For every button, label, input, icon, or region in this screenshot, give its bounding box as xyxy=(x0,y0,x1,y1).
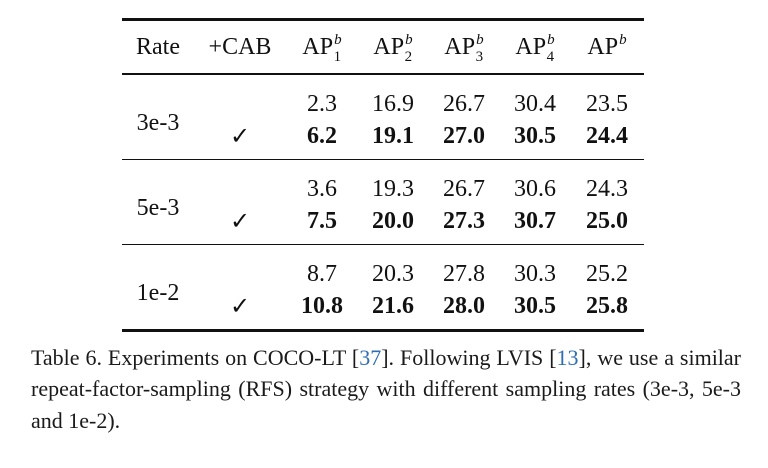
header-row: Rate +CAB APb 1 APb 2 APb 3 APb 4 APb xyxy=(122,19,644,75)
ap2-value: 16.9 xyxy=(372,91,414,117)
table-row: 1e-2 8.7 20.3 27.8 30.3 25.2 xyxy=(122,245,644,305)
table-row: ✓ 10.8 21.6 28.0 30.5 25.8 xyxy=(122,291,644,331)
ap2-value: 21.6 xyxy=(372,293,414,319)
ap4-base: AP xyxy=(515,34,547,60)
results-table-container: Rate +CAB APb 1 APb 2 APb 3 APb 4 APb xyxy=(122,18,644,332)
ap3-label: APb 3 xyxy=(444,32,484,65)
ap-value: 24.3 xyxy=(586,176,628,202)
cab-empty-cell xyxy=(194,74,286,121)
table-header: Rate +CAB APb 1 APb 2 APb 3 APb 4 APb xyxy=(122,19,644,75)
ap1-value: 2.3 xyxy=(307,91,337,117)
ap-value: 25.8 xyxy=(586,293,628,319)
header-ap3: APb 3 xyxy=(428,20,500,75)
ap1-value: 6.2 xyxy=(307,123,337,149)
ap3-sub: 3 xyxy=(475,49,484,65)
ap2-label: APb 2 xyxy=(373,32,413,65)
ap2-value: 19.3 xyxy=(372,176,414,202)
ap4-sup: b xyxy=(547,32,555,48)
ap-value: 25.0 xyxy=(586,208,628,234)
header-ap1: APb 1 xyxy=(286,20,358,75)
ap4-value: 30.5 xyxy=(514,293,556,319)
ap-value: 24.4 xyxy=(586,123,628,149)
ap1-sub: 1 xyxy=(333,49,342,65)
ap4-value: 30.4 xyxy=(514,91,556,117)
ap-value: 25.2 xyxy=(586,261,628,287)
ap3-value: 27.8 xyxy=(443,261,485,287)
ap4-value: 30.5 xyxy=(514,123,556,149)
ap-base: AP xyxy=(587,34,619,60)
ap4-value: 30.3 xyxy=(514,261,556,287)
ap-value: 23.5 xyxy=(586,91,628,117)
citation-link[interactable]: 37 xyxy=(359,345,382,370)
ap4-value: 30.6 xyxy=(514,176,556,202)
group-rate-3e-3: 3e-3 2.3 16.9 26.7 30.4 23.5 ✓ 6.2 19.1 … xyxy=(122,74,644,160)
citation-link[interactable]: 13 xyxy=(556,345,579,370)
ap3-value: 26.7 xyxy=(443,176,485,202)
rate-value: 5e-3 xyxy=(136,195,180,221)
caption-text: ]. Following LVIS [ xyxy=(381,345,557,370)
ap2-sup: b xyxy=(405,32,413,48)
caption-text: Table 6. Experiments on COCO-LT [ xyxy=(31,345,360,370)
rate-value: 3e-3 xyxy=(136,110,180,136)
ap2-value: 20.0 xyxy=(372,208,414,234)
ap1-value: 3.6 xyxy=(307,176,337,202)
caption-text: ], we use a similar repeat-factor-sampli… xyxy=(31,345,742,433)
ap1-value: 10.8 xyxy=(301,293,343,319)
cab-empty-cell xyxy=(194,160,286,207)
header-ap2: APb 2 xyxy=(358,20,428,75)
ap2-sub: 2 xyxy=(404,49,413,65)
group-rate-5e-3: 5e-3 3.6 19.3 26.7 30.6 24.3 ✓ 7.5 20.0 … xyxy=(122,160,644,245)
ap-sup: b xyxy=(619,32,627,48)
header-ap4: APb 4 xyxy=(500,20,570,75)
ap4-value: 30.7 xyxy=(514,208,556,234)
ap4-sub: 4 xyxy=(546,49,555,65)
ap2-value: 19.1 xyxy=(372,123,414,149)
ap3-value: 28.0 xyxy=(443,293,485,319)
header-rate: Rate xyxy=(136,34,180,60)
ap3-value: 26.7 xyxy=(443,91,485,117)
checkmark-icon: ✓ xyxy=(229,292,251,320)
ap1-value: 7.5 xyxy=(307,208,337,234)
ap1-base: AP xyxy=(302,34,334,60)
table-row: 3e-3 2.3 16.9 26.7 30.4 23.5 xyxy=(122,74,644,135)
table-row: 5e-3 3.6 19.3 26.7 30.6 24.3 xyxy=(122,160,644,220)
ap2-value: 20.3 xyxy=(372,261,414,287)
ap1-label: APb 1 xyxy=(302,32,342,65)
group-rate-1e-2: 1e-2 8.7 20.3 27.8 30.3 25.2 ✓ 10.8 21.6… xyxy=(122,245,644,331)
ap3-base: AP xyxy=(444,34,476,60)
results-table: Rate +CAB APb 1 APb 2 APb 3 APb 4 APb xyxy=(122,18,644,332)
table-caption: Table 6. Experiments on COCO-LT [37]. Fo… xyxy=(31,342,741,436)
ap3-value: 27.3 xyxy=(443,208,485,234)
ap3-sup: b xyxy=(476,32,484,48)
rate-value: 1e-2 xyxy=(136,280,180,306)
ap1-sup: b xyxy=(334,32,342,48)
checkmark-icon: ✓ xyxy=(229,122,251,150)
cab-empty-cell xyxy=(194,245,286,292)
checkmark-icon: ✓ xyxy=(229,207,251,235)
header-cab: +CAB xyxy=(208,34,272,60)
ap2-base: AP xyxy=(373,34,405,60)
table-row: ✓ 7.5 20.0 27.3 30.7 25.0 xyxy=(122,206,644,245)
ap1-value: 8.7 xyxy=(307,261,337,287)
ap3-value: 27.0 xyxy=(443,123,485,149)
table-row: ✓ 6.2 19.1 27.0 30.5 24.4 xyxy=(122,121,644,160)
header-ap: APb xyxy=(570,20,644,75)
ap4-label: APb 4 xyxy=(515,32,555,65)
